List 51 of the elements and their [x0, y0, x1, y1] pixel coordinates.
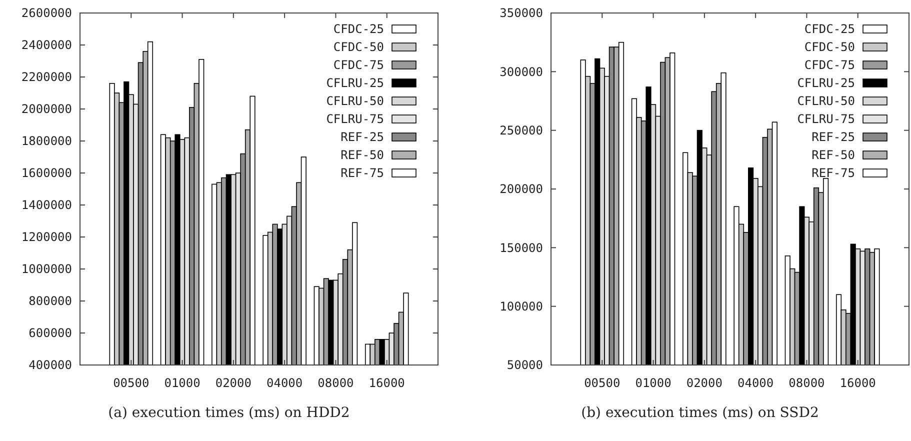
legend-label: CFDC-25	[804, 22, 855, 36]
y-tick-label: 600000	[28, 326, 72, 340]
y-tick-label: 400000	[28, 358, 72, 372]
y-tick-label: 350000	[500, 6, 543, 20]
y-tick-label: 1200000	[21, 230, 72, 244]
y-tick-label: 2200000	[21, 70, 72, 84]
x-tick-label: 00500	[113, 376, 150, 390]
legend-label: REF-50	[812, 148, 855, 162]
x-tick-label: 00500	[584, 376, 620, 390]
y-tick-label: 250000	[500, 124, 543, 138]
y-tick-label: 2000000	[21, 102, 72, 116]
y-tick-label: 50000	[506, 358, 543, 372]
x-tick-label: 04000	[266, 376, 303, 390]
legend-label: CFDC-25	[333, 22, 384, 36]
legend-label: CFLRU-75	[797, 112, 855, 126]
y-tick-label: 800000	[28, 294, 72, 308]
x-tick-label: 16000	[368, 376, 405, 390]
x-tick-label: 02000	[686, 376, 722, 390]
y-tick-label: 2600000	[21, 6, 72, 20]
x-tick-label: 02000	[215, 376, 252, 390]
y-tick-label: 1600000	[21, 166, 72, 180]
legend-label: CFLRU-25	[326, 76, 384, 90]
text: (a) execution times (ms) on HDD2	[108, 405, 350, 421]
text: (b) execution times (ms) on SSD2	[581, 405, 819, 421]
legend-label: CFLRU-25	[797, 76, 855, 90]
y-tick-label: 1400000	[21, 198, 72, 212]
x-tick-label: 08000	[788, 376, 825, 390]
y-tick-label: 100000	[500, 300, 543, 314]
x-tick-label: 04000	[738, 376, 774, 390]
x-tick-label: 01000	[164, 376, 200, 390]
legend-label: CFDC-75	[333, 58, 384, 72]
legend-label: REF-25	[812, 130, 855, 144]
y-tick-label: 200000	[500, 182, 543, 196]
x-tick-label: 08000	[318, 376, 354, 390]
y-tick-label: 300000	[500, 64, 543, 79]
y-tick-label: 1800000	[21, 134, 72, 148]
x-tick-label: 16000	[840, 376, 876, 390]
legend-label: CFDC-50	[333, 40, 384, 54]
legend-label: REF-25	[340, 130, 384, 144]
legend-label: CFLRU-50	[326, 94, 384, 108]
x-tick-label: 01000	[635, 376, 672, 390]
y-tick-label: 2400000	[21, 38, 72, 52]
legend-label: REF-50	[340, 148, 384, 162]
legend-label: CFDC-75	[804, 58, 855, 72]
legend-label: CFLRU-50	[797, 94, 855, 108]
y-tick-label: 150000	[500, 240, 543, 255]
legend-label: CFLRU-75	[326, 112, 384, 126]
legend-label: CFDC-50	[804, 40, 855, 54]
legend-label: REF-75	[812, 166, 855, 180]
y-tick-label: 1000000	[21, 262, 72, 276]
legend-label: REF-75	[340, 166, 384, 180]
